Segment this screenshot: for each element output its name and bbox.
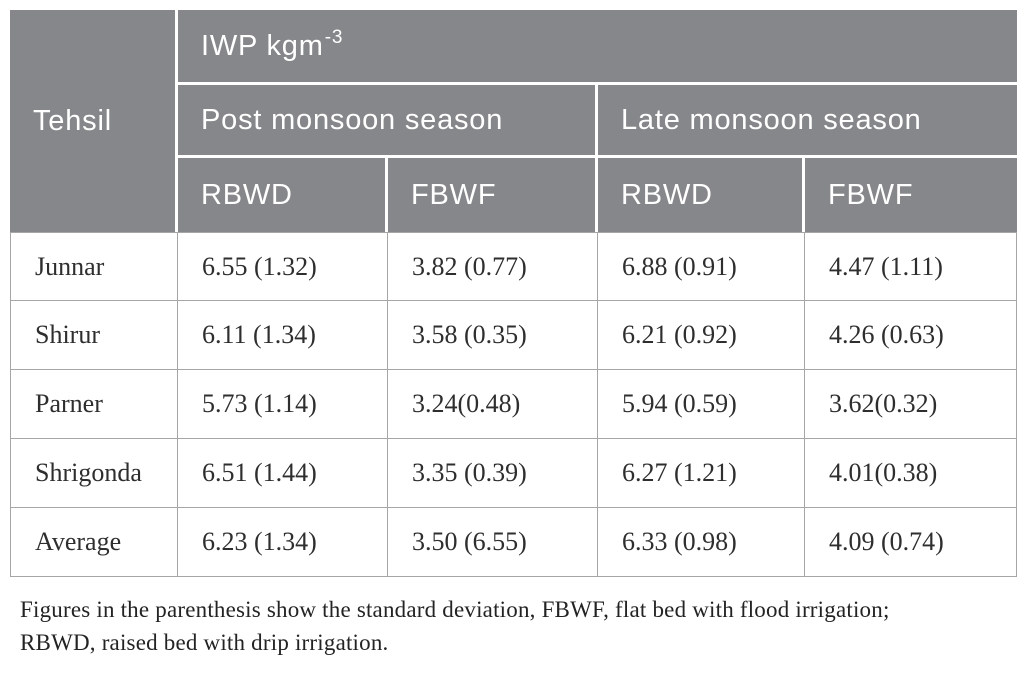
row-label-cell: Average	[10, 508, 178, 577]
value-cell: 6.88 (0.91)	[598, 232, 805, 301]
header-label-rbwd-post: RBWD	[201, 178, 293, 211]
value-cell: 5.94 (0.59)	[598, 370, 805, 439]
value-cell: 6.51 (1.44)	[178, 439, 388, 508]
value-cell: 3.50 (6.55)	[388, 508, 598, 577]
row-label-cell: Shrigonda	[10, 439, 178, 508]
value-cell: 3.82 (0.77)	[388, 232, 598, 301]
value-cell: 3.62(0.32)	[805, 370, 1017, 439]
value-cell: 6.11 (1.34)	[178, 301, 388, 370]
header-cell-rbwd-late: RBWD	[598, 158, 805, 232]
table-footnote: Figures in the parenthesis show the stan…	[20, 593, 1026, 659]
header-label-iwp: IWP kgm	[201, 29, 324, 62]
row-label-cell: Junnar	[10, 232, 178, 301]
header-label-fbwf-late: FBWF	[828, 178, 914, 211]
header-label-post-monsoon: Post monsoon season	[201, 103, 504, 136]
value-cell: 4.09 (0.74)	[805, 508, 1017, 577]
header-label-rbwd-late: RBWD	[621, 178, 713, 211]
value-cell: 4.47 (1.11)	[805, 232, 1017, 301]
footnote-line-1: Figures in the parenthesis show the stan…	[20, 597, 890, 622]
row-label-cell: Shirur	[10, 301, 178, 370]
footnote-line-2: RBWD, raised bed with drip irrigation.	[20, 630, 389, 655]
value-cell: 3.24(0.48)	[388, 370, 598, 439]
header-cell-rbwd-post: RBWD	[178, 158, 388, 232]
value-cell: 6.27 (1.21)	[598, 439, 805, 508]
header-label-fbwf-post: FBWF	[411, 178, 497, 211]
header-cell-tehsil: Tehsil	[10, 10, 178, 232]
value-cell: 6.55 (1.32)	[178, 232, 388, 301]
header-cell-late-monsoon: Late monsoon season	[598, 85, 1017, 158]
value-cell: 6.33 (0.98)	[598, 508, 805, 577]
header-label-late-monsoon: Late monsoon season	[621, 103, 922, 136]
header-iwp-superscript: -3	[324, 26, 344, 48]
header-cell-fbwf-post: FBWF	[388, 158, 598, 232]
value-cell: 4.01(0.38)	[805, 439, 1017, 508]
row-label-cell: Parner	[10, 370, 178, 439]
value-cell: 5.73 (1.14)	[178, 370, 388, 439]
header-cell-fbwf-late: FBWF	[805, 158, 1017, 232]
header-label-tehsil: Tehsil	[33, 104, 112, 137]
header-cell-post-monsoon: Post monsoon season	[178, 85, 598, 158]
value-cell: 3.58 (0.35)	[388, 301, 598, 370]
iwp-table: Tehsil IWP kgm -3 Post monsoon season Lat…	[10, 10, 1026, 659]
value-cell: 4.26 (0.63)	[805, 301, 1017, 370]
header-cell-iwp: IWP kgm -3	[178, 10, 1017, 85]
value-cell: 6.21 (0.92)	[598, 301, 805, 370]
table-grid: Tehsil IWP kgm -3 Post monsoon season Lat…	[10, 10, 1017, 577]
value-cell: 6.23 (1.34)	[178, 508, 388, 577]
value-cell: 3.35 (0.39)	[388, 439, 598, 508]
